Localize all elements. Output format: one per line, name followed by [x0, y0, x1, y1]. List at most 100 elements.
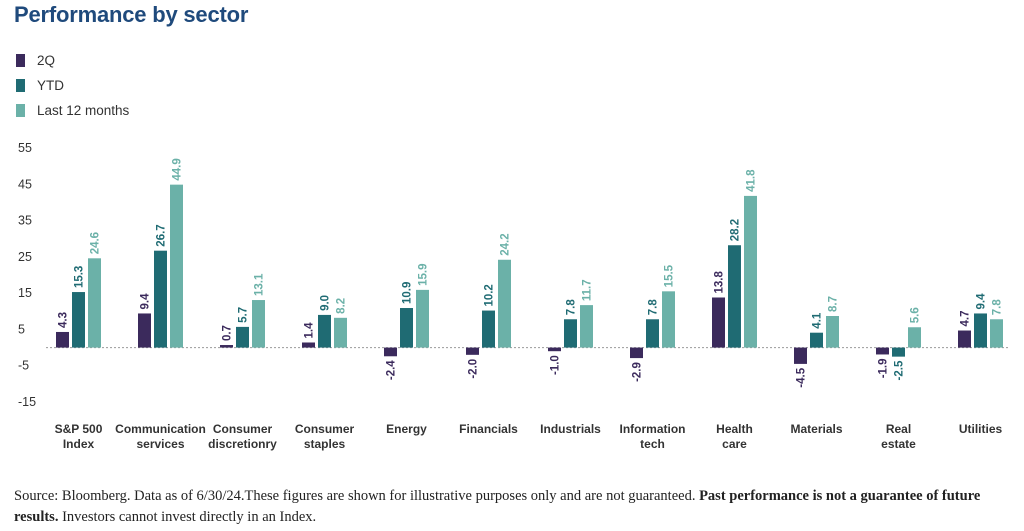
bar-ytd [482, 310, 495, 348]
data-label-last-12-months: 41.8 [746, 169, 758, 192]
data-label-ytd: 28.2 [730, 219, 742, 241]
data-label-2q: -2.0 [468, 359, 480, 379]
category-label: staples [304, 437, 346, 451]
data-label-ytd: -2.5 [894, 360, 906, 380]
bar-ytd [974, 313, 987, 348]
footnote: Source: Bloomberg. Data as of 6/30/24.Th… [14, 486, 1014, 528]
bar-last-12-months [170, 184, 183, 348]
data-label-ytd: 10.9 [402, 282, 414, 304]
data-label-2q: 9.4 [140, 293, 152, 310]
data-label-2q: 0.7 [222, 325, 234, 341]
category-label: Consumer [213, 422, 273, 436]
bar-2q [384, 347, 397, 357]
bar-last-12-months [580, 305, 593, 348]
bar-2q [220, 345, 233, 348]
bar-last-12-months [416, 289, 429, 348]
data-label-2q: -1.0 [550, 355, 562, 375]
data-label-ytd: 9.0 [320, 295, 332, 311]
legend-swatch-last-12-months [16, 104, 25, 117]
footnote-index-note: Investors cannot invest directly in an I… [58, 509, 317, 525]
legend-swatch-ytd [16, 79, 25, 92]
bar-2q [630, 347, 643, 359]
bar-ytd [72, 292, 85, 348]
bar-2q [466, 347, 479, 355]
bar-2q [876, 347, 889, 355]
y-tick-label: -15 [18, 395, 36, 409]
data-label-last-12-months: 24.2 [500, 233, 512, 255]
y-tick-label: 45 [18, 177, 32, 191]
bar-2q [958, 330, 971, 348]
bar-last-12-months [88, 258, 101, 348]
bar-ytd [400, 308, 413, 348]
bar-last-12-months [498, 259, 511, 348]
category-label: S&P 500 [55, 422, 103, 436]
data-label-ytd: 26.7 [156, 224, 168, 246]
data-label-last-12-months: 5.6 [910, 307, 922, 323]
bar-last-12-months [990, 319, 1003, 348]
data-label-ytd: 7.8 [566, 299, 578, 316]
data-label-last-12-months: 11.7 [582, 279, 594, 301]
category-label: Consumer [295, 422, 355, 436]
footnote-source: Source: Bloomberg. Data as of 6/30/24.Th… [14, 488, 700, 504]
data-label-last-12-months: 15.5 [664, 264, 676, 287]
category-label: Information [620, 422, 686, 436]
y-tick-label: 5 [18, 322, 25, 336]
y-tick-label: 55 [18, 141, 32, 155]
bar-ytd [318, 314, 331, 348]
data-label-last-12-months: 7.8 [992, 299, 1004, 316]
data-label-2q: -2.9 [632, 362, 644, 382]
chart-title: Performance by sector [14, 2, 249, 27]
bar-2q [56, 331, 69, 348]
category-label: discretionry [208, 437, 277, 451]
bar-last-12-months [252, 300, 265, 348]
data-label-last-12-months: 15.9 [418, 263, 430, 285]
category-label: estate [881, 437, 916, 451]
legend-label-2q: 2Q [37, 53, 56, 68]
category-label: Energy [386, 422, 427, 436]
legend: 2Q YTD Last 12 months [16, 48, 129, 123]
bar-ytd [728, 245, 741, 348]
category-label: care [722, 437, 747, 451]
data-label-ytd: 7.8 [648, 299, 660, 316]
bar-ytd [646, 319, 659, 348]
category-label: Communication [115, 422, 206, 436]
category-label: Real [886, 422, 911, 436]
y-tick-label: -5 [18, 359, 29, 373]
category-label: Industrials [540, 422, 601, 436]
bar-last-12-months [908, 327, 921, 348]
bar-ytd [810, 332, 823, 348]
legend-item-2q: 2Q [16, 48, 129, 73]
footnote-disclaimer: Past performance is not a guarantee of f… [14, 488, 981, 525]
bar-ytd [154, 250, 167, 348]
category-label: tech [640, 437, 665, 451]
bar-2q [794, 347, 807, 364]
bar-last-12-months [826, 316, 839, 348]
category-label: Health [716, 422, 753, 436]
bar-2q [548, 347, 561, 352]
category-label: services [136, 437, 184, 451]
data-label-last-12-months: 24.6 [90, 232, 102, 254]
legend-label-ytd: YTD [37, 78, 64, 93]
category-label: Utilities [959, 422, 1003, 436]
y-tick-label: 35 [18, 214, 32, 228]
data-label-ytd: 15.3 [74, 266, 86, 288]
data-label-2q: -1.9 [878, 358, 890, 378]
legend-swatch-2q [16, 54, 25, 67]
data-label-ytd: 4.1 [812, 312, 824, 329]
bar-last-12-months [744, 195, 757, 348]
category-label: Materials [790, 422, 842, 436]
legend-item-last-12-months: Last 12 months [16, 98, 129, 123]
data-label-2q: 1.4 [304, 322, 316, 339]
data-label-last-12-months: 44.9 [172, 158, 184, 180]
category-label: Financials [459, 422, 518, 436]
bar-2q [712, 297, 725, 348]
bar-ytd [564, 319, 577, 348]
bar-last-12-months [334, 317, 347, 348]
bar-2q [138, 313, 151, 348]
data-label-last-12-months: 8.7 [828, 296, 840, 312]
data-label-ytd: 5.7 [238, 307, 250, 323]
category-label: Index [63, 437, 95, 451]
data-label-ytd: 9.4 [976, 293, 988, 310]
data-label-2q: 13.8 [714, 271, 726, 294]
y-tick-label: 15 [18, 286, 32, 300]
